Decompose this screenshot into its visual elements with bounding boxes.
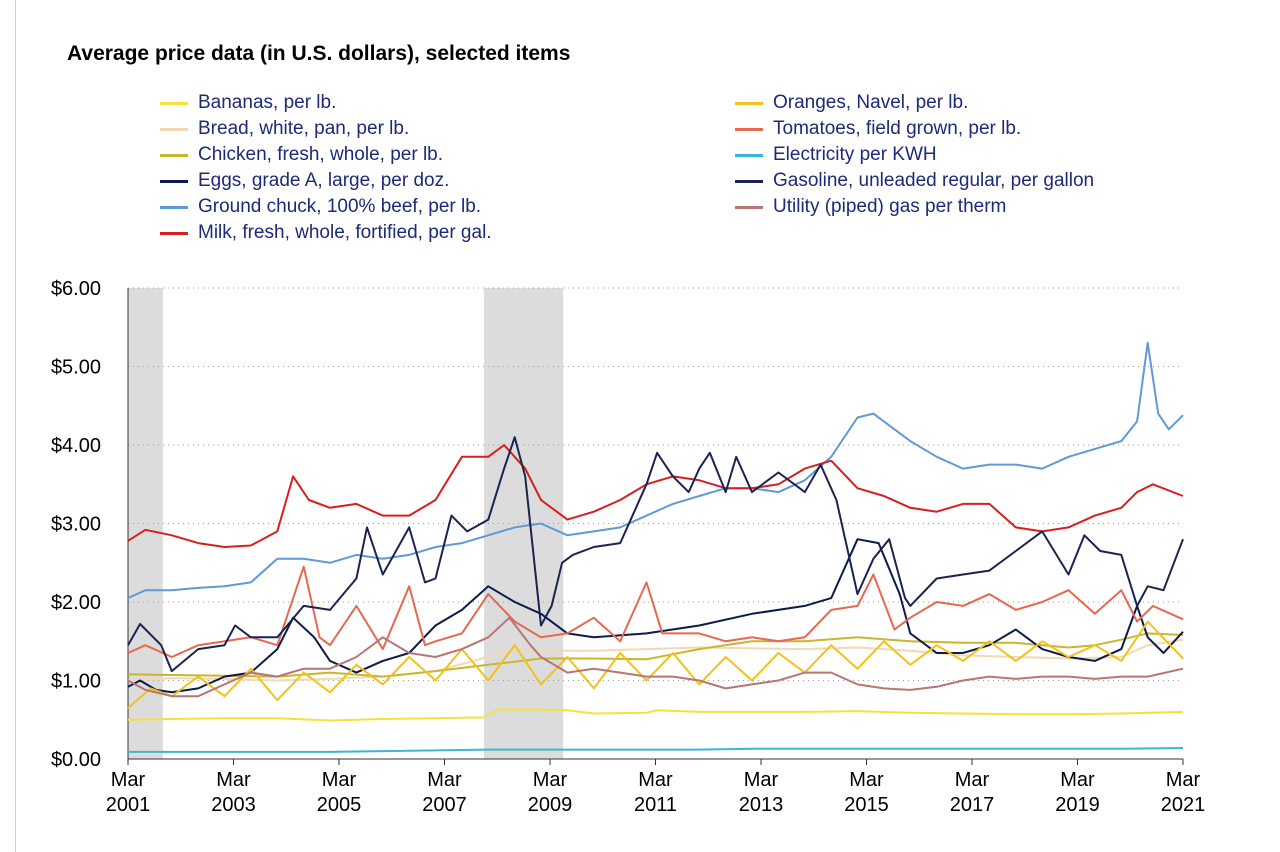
legend-swatch	[160, 205, 188, 209]
legend-item: Bananas, per lb.	[160, 90, 492, 116]
legend-swatch	[160, 127, 188, 131]
legend-label: Ground chuck, 100% beef, per lb.	[198, 196, 482, 217]
legend-swatch	[735, 205, 763, 209]
legend-label: Utility (piped) gas per therm	[773, 196, 1007, 217]
x-tick-month: Mar	[111, 769, 146, 791]
legend-item: Gasoline, unleaded regular, per gallon	[735, 168, 1094, 194]
legend-label: Bananas, per lb.	[198, 92, 337, 113]
series-line-milk-fresh-whole-fortified-per-gal	[127, 444, 1184, 548]
legend-swatch	[735, 179, 763, 183]
legend-swatch	[160, 231, 188, 235]
y-tick-label: $5.00	[51, 357, 101, 379]
x-tick-month: Mar	[955, 769, 990, 791]
legend-label: Tomatoes, field grown, per lb.	[773, 118, 1022, 139]
x-tick-month: Mar	[849, 769, 884, 791]
legend-item: Utility (piped) gas per therm	[735, 194, 1094, 220]
x-tick-month: Mar	[427, 769, 462, 791]
y-tick-label: $4.00	[51, 435, 101, 457]
x-tick-month: Mar	[1166, 769, 1201, 791]
x-tick-year: 2003	[211, 794, 256, 816]
legend-label: Gasoline, unleaded regular, per gallon	[773, 170, 1095, 191]
legend-item: Electricity per KWH	[735, 142, 1094, 168]
series-line-utility-piped-gas-per-therm	[127, 616, 1184, 698]
series-line-oranges-navel-per-lb	[127, 620, 1184, 709]
x-tick-year: 2011	[634, 794, 677, 816]
x-tick-year: 2001	[106, 794, 151, 816]
series-line-gasoline-unleaded-regular-per-gallon	[127, 436, 1184, 673]
legend-label: Eggs, grade A, large, per doz.	[198, 170, 450, 191]
x-tick-year: 2015	[844, 794, 889, 816]
series-line-tomatoes-field-grown-per-lb	[127, 565, 1184, 658]
legend-swatch	[160, 179, 188, 183]
x-tick-month: Mar	[533, 769, 568, 791]
x-tick-year: 2007	[422, 794, 467, 816]
legend-swatch	[735, 153, 763, 157]
x-tick-month: Mar	[216, 769, 251, 791]
legend-swatch	[160, 153, 188, 157]
x-tick-year: 2009	[528, 794, 573, 816]
legend-item: Tomatoes, field grown, per lb.	[735, 116, 1094, 142]
x-tick-month: Mar	[322, 769, 357, 791]
legend-label: Bread, white, pan, per lb.	[198, 118, 410, 139]
x-tick-year: 2013	[739, 794, 784, 816]
x-tick-year: 2021	[1161, 794, 1206, 816]
legend-item: Bread, white, pan, per lb.	[160, 116, 492, 142]
y-tick-label: $1.00	[51, 671, 101, 693]
legend-item: Chicken, fresh, whole, per lb.	[160, 142, 492, 168]
legend-swatch	[735, 101, 763, 105]
legend-item: Eggs, grade A, large, per doz.	[160, 168, 492, 194]
series-line-electricity-per-kwh	[128, 747, 1184, 753]
x-tick-month: Mar	[1060, 769, 1095, 791]
x-tick-year: 2017	[950, 794, 995, 816]
series-line-bananas-per-lb	[127, 708, 1184, 722]
y-tick-label: $6.00	[51, 278, 101, 300]
legend-item: Milk, fresh, whole, fortified, per gal.	[160, 220, 492, 246]
x-tick-month: Mar	[744, 769, 779, 791]
x-tick-year: 2005	[317, 794, 362, 816]
legend-swatch	[735, 127, 763, 131]
legend-label: Electricity per KWH	[773, 144, 937, 165]
legend-swatch	[160, 101, 188, 105]
y-tick-label: $2.00	[51, 592, 101, 614]
page-frame-line	[15, 0, 16, 852]
x-tick-year: 2019	[1055, 794, 1100, 816]
series-line-chicken-fresh-whole-per-lb	[127, 632, 1184, 678]
x-tick-month: Mar	[638, 769, 673, 791]
legend-label: Oranges, Navel, per lb.	[773, 92, 969, 113]
legend-right-column: Oranges, Navel, per lb. Tomatoes, field g…	[735, 90, 1094, 220]
y-tick-label: $0.00	[51, 749, 101, 771]
legend-item: Oranges, Navel, per lb.	[735, 90, 1094, 116]
series-line-ground-chuck-100-beef-per-lb	[127, 341, 1184, 600]
chart-title: Average price data (in U.S. dollars), se…	[67, 42, 571, 65]
y-tick-label: $3.00	[51, 514, 101, 536]
legend-label: Chicken, fresh, whole, per lb.	[198, 144, 444, 165]
legend-label: Milk, fresh, whole, fortified, per gal.	[198, 222, 492, 243]
legend-item: Ground chuck, 100% beef, per lb.	[160, 194, 492, 220]
series-line-eggs-grade-a-large-per-doz	[127, 538, 1184, 694]
legend-left-column: Bananas, per lb. Bread, white, pan, per l…	[160, 90, 492, 246]
